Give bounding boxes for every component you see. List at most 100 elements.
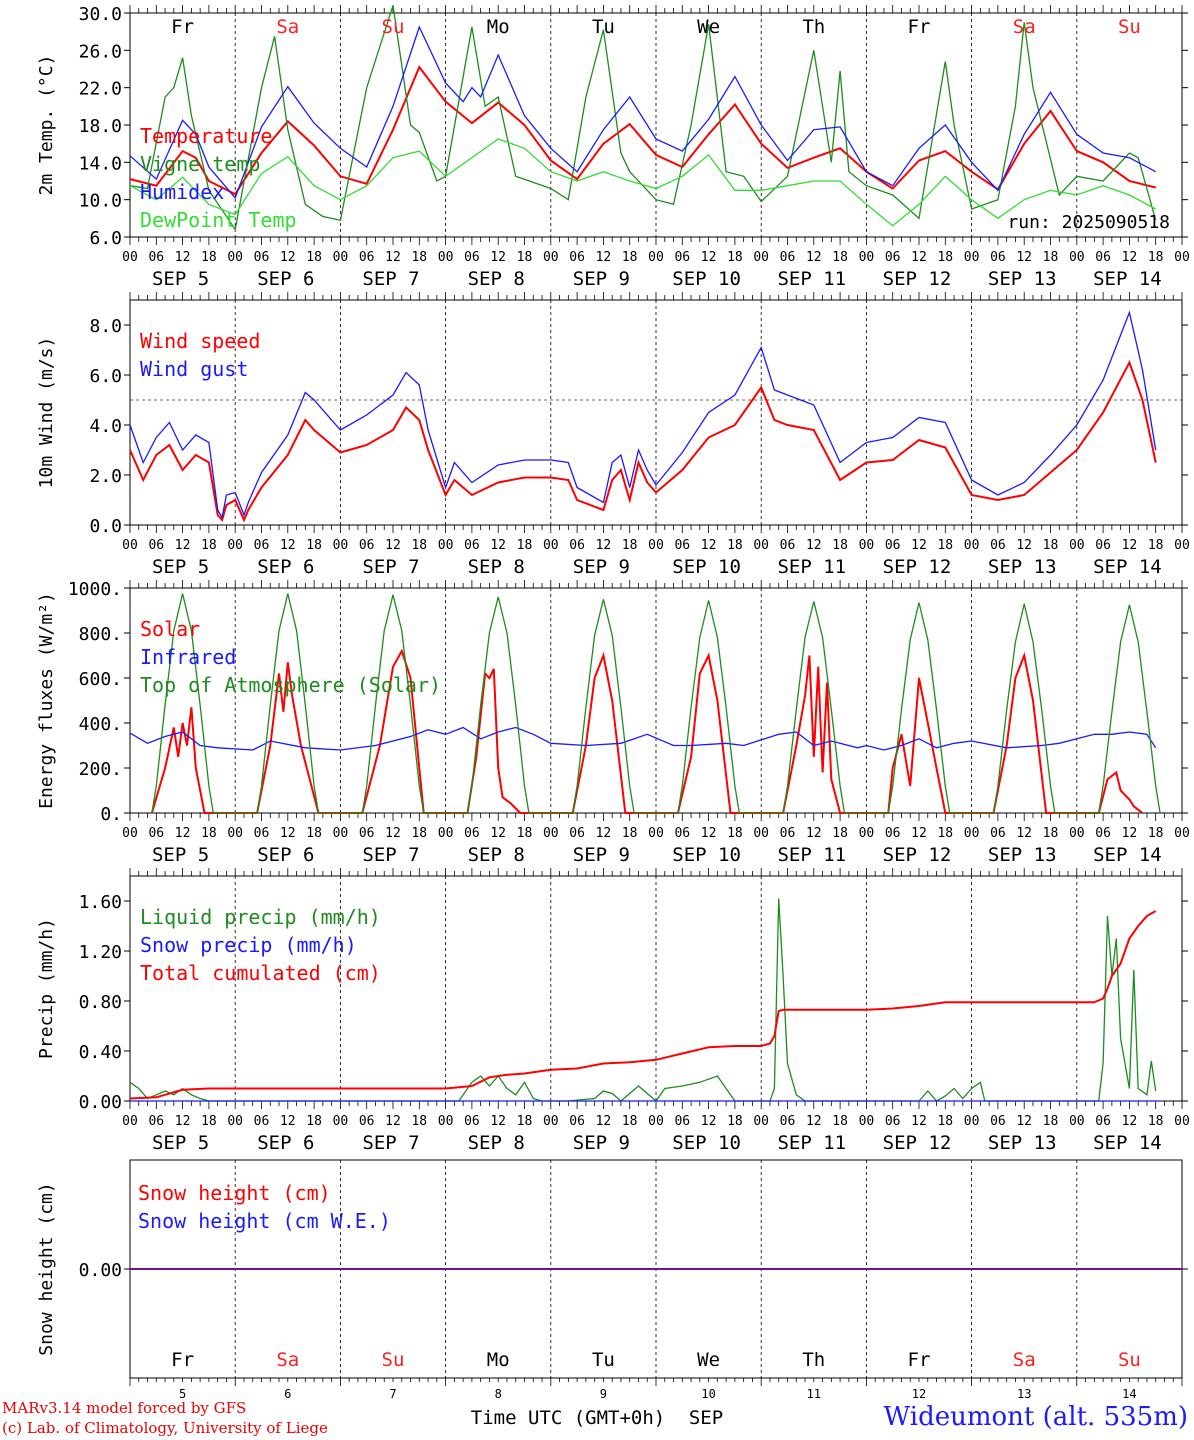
panel-4: 00 06 12 18 00 06 12 18 00 06 12 18 00 06 12 18 00 06 12 18… [36, 868, 1190, 1154]
station-name: Wideumont (alt. 535m) [883, 1402, 1188, 1432]
y-tick-label: 600. [79, 669, 122, 690]
x-tick-label: 00 [648, 1114, 664, 1129]
date-label: SEP 12 [883, 268, 952, 290]
y-tick-label: 800. [79, 624, 122, 645]
x-tick-label: 18 [832, 250, 848, 265]
date-label: SEP 5 [152, 844, 209, 866]
x-tick-label: 12 [806, 250, 822, 265]
x-tick-label: 18 [937, 826, 953, 841]
x-tick-label: 06 [990, 250, 1006, 265]
date-label: SEP 11 [777, 844, 846, 866]
y-tick-label: 0. [100, 804, 122, 825]
x-tick-label: 06 [780, 826, 796, 841]
x-tick-label: 06 [254, 250, 270, 265]
x-tick-label: 18 [727, 538, 743, 553]
x-tick-label: 06 [885, 826, 901, 841]
legend-entry: Snow height (cm) [138, 1181, 331, 1205]
x-tick-label: 12 [911, 250, 927, 265]
weekday-label-bottom: Mo [487, 1349, 510, 1371]
x-tick-label: 12 [490, 538, 506, 553]
x-tick-label: 12 [385, 538, 401, 553]
date-label: SEP 9 [573, 1132, 630, 1154]
weekday-label: Tu [592, 16, 615, 38]
x-tick-label: 12 [280, 826, 296, 841]
x-tick-label: 06 [990, 1114, 1006, 1129]
x-tick-label: 18 [306, 1114, 322, 1129]
x-tick-label: 06 [674, 538, 690, 553]
x-tick-label: 06 [569, 250, 585, 265]
legend-entry: Vigne temp [140, 152, 260, 176]
panel-frame [129, 12, 1183, 238]
date-label: SEP 14 [1093, 268, 1162, 290]
x-tick-label: 00 [122, 1114, 138, 1129]
x-tick-label: 00 [227, 250, 243, 265]
x-tick-label: 12 [596, 1114, 612, 1129]
x-tick-label: 06 [780, 1114, 796, 1129]
x-tick-label: 06 [464, 538, 480, 553]
x-tick-label: 06 [780, 538, 796, 553]
x-tick-label: 12 [1016, 250, 1032, 265]
x-tick-label: 12 [385, 1114, 401, 1129]
x-tick-label: 06 [885, 250, 901, 265]
x-tick-label: 00 [859, 1114, 875, 1129]
date-label: SEP 8 [468, 268, 525, 290]
credit-lab: (c) Lab. of Climatology, University of L… [2, 1419, 328, 1437]
weekday-label-bottom: Sa [276, 1349, 299, 1371]
x-tick-label: 06 [569, 826, 585, 841]
x-tick-label: 00 [333, 826, 349, 841]
x-tick-label: 18 [832, 826, 848, 841]
x-tick-label: 12 [596, 250, 612, 265]
date-label: SEP 8 [468, 844, 525, 866]
series-line-2 [129, 5, 1157, 232]
x-tick-label: 12 [1122, 1114, 1138, 1129]
legend-entry: Infrared [140, 645, 236, 669]
y-axis-label: Energy fluxes (W/m²) [36, 592, 57, 809]
x-tick-label: 18 [1043, 826, 1059, 841]
x-tick-label: 18 [201, 250, 217, 265]
x-tick-label: 00 [1069, 538, 1085, 553]
x-tick-label: 00 [753, 250, 769, 265]
y-axis-label: Snow height (cm) [36, 1182, 57, 1355]
x-tick-label: 06 [359, 538, 375, 553]
x-tick-label: 18 [517, 538, 533, 553]
x-tick-label: 00 [648, 250, 664, 265]
x-tick-label: 18 [622, 826, 638, 841]
x-tick-label: 18 [727, 250, 743, 265]
x-tick-label: 12 [911, 826, 927, 841]
x-tick-label: 18 [727, 1114, 743, 1129]
x-tick-label: 06 [674, 250, 690, 265]
x-tick-label: 12 [490, 250, 506, 265]
x-tick-label: 06 [674, 826, 690, 841]
x-tick-label: 06 [359, 1114, 375, 1129]
x-tick-label: 18 [1148, 1114, 1164, 1129]
x-tick-label: 18 [622, 538, 638, 553]
x-tick-label: 00 [438, 826, 454, 841]
x-tick-label: 00 [964, 1114, 980, 1129]
date-label: SEP 12 [883, 556, 952, 578]
day-number: 12 [912, 1387, 926, 1401]
weekday-label: Su [382, 16, 405, 38]
x-tick-label: 00 [964, 538, 980, 553]
date-label: SEP 10 [672, 1132, 741, 1154]
legend-entry: Wind speed [140, 329, 260, 353]
date-label: SEP 7 [362, 844, 419, 866]
y-tick-label: 0.00 [79, 1260, 122, 1281]
date-label: SEP 13 [988, 1132, 1057, 1154]
x-tick-label: 00 [859, 538, 875, 553]
x-tick-label: 00 [1069, 1114, 1085, 1129]
day-number: 14 [1122, 1387, 1136, 1401]
date-label: SEP 7 [362, 1132, 419, 1154]
x-tick-label: 00 [859, 826, 875, 841]
y-axis-label: 2m Temp. (°C) [36, 55, 57, 196]
x-tick-label: 18 [1043, 1114, 1059, 1129]
x-tick-label: 12 [385, 826, 401, 841]
x-tick-label: 12 [175, 538, 191, 553]
legend-entry: DewPoint Temp [140, 208, 297, 232]
series-line-3 [151, 593, 1161, 814]
y-tick-label: 6.0 [89, 366, 122, 387]
x-tick-label: 12 [1122, 250, 1138, 265]
series-line-2 [129, 310, 1157, 520]
y-axis-label: Precip (mm/h) [36, 918, 57, 1059]
y-tick-label: 0.00 [79, 1092, 122, 1113]
